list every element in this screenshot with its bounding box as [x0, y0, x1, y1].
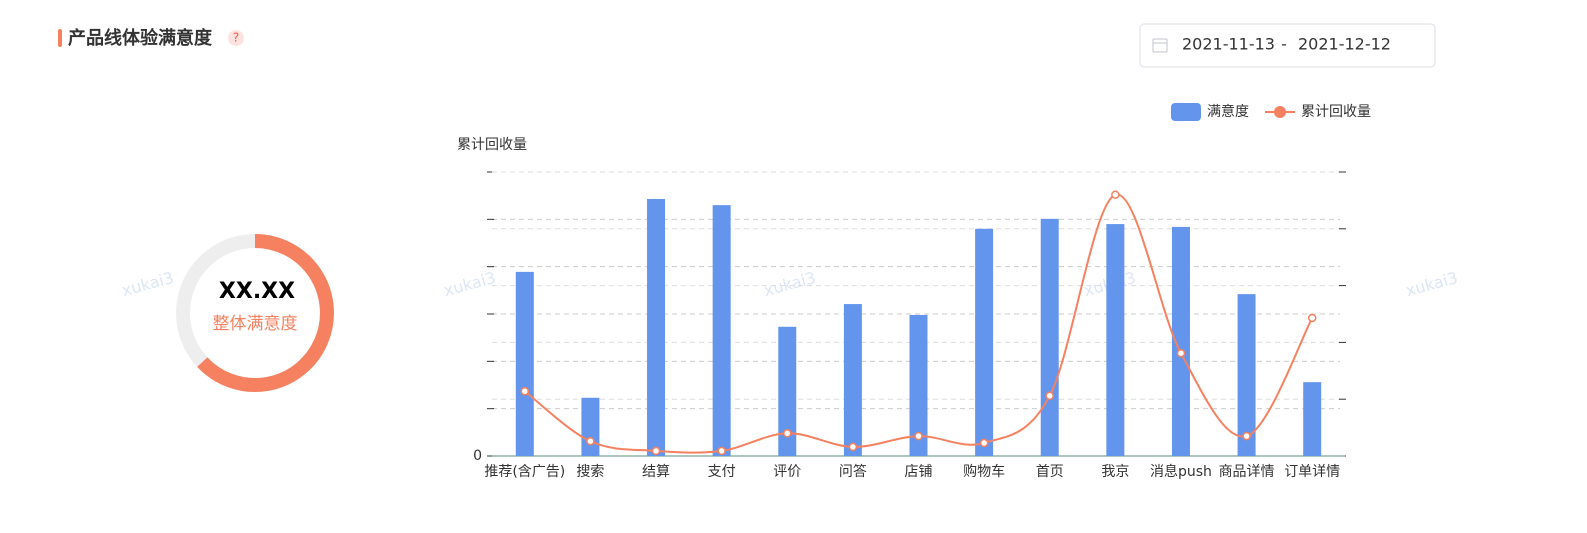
date-start[interactable]: 2021-11-13 — [1182, 35, 1275, 54]
x-tick-label: 订单详情 — [1284, 464, 1340, 480]
bar — [778, 326, 797, 456]
bar — [1106, 224, 1125, 456]
line-point — [717, 446, 726, 456]
bar — [647, 198, 666, 457]
line-point — [979, 438, 989, 448]
help-icon[interactable] — [228, 30, 244, 46]
line-point — [1176, 348, 1186, 358]
line-point — [914, 431, 923, 441]
x-tick-label: 评价 — [773, 464, 801, 480]
bar — [975, 228, 994, 456]
overall-value: XX.XX — [219, 279, 295, 304]
line-point — [1307, 313, 1317, 323]
legend-swatch — [1171, 103, 1201, 121]
bar — [581, 397, 600, 456]
legend-label: 满意度 — [1207, 103, 1249, 120]
line-point — [520, 386, 530, 396]
donut-arc — [197, 234, 334, 392]
y-tick-label: 0 — [473, 448, 482, 464]
overall-label: 整体满意度 — [213, 314, 298, 334]
x-tick-label: 商品详情 — [1219, 464, 1275, 480]
x-tick-label: 我京 — [1101, 464, 1129, 480]
x-tick-label: 支付 — [708, 464, 736, 480]
section-title: 产品线体验满意度 — [68, 27, 213, 49]
bar — [1040, 218, 1059, 456]
watermark: xukai3 — [1404, 268, 1460, 300]
watermark: xukai3 — [762, 268, 818, 300]
bar — [909, 314, 928, 456]
line-point — [586, 436, 595, 446]
line — [524, 193, 1314, 454]
x-tick-label: 搜索 — [576, 463, 604, 480]
chart: 累计回收量 0推荐(含广告) 搜索 结算 支付 评价 问答 店铺 购物车 首页 我京 消息push 商… — [457, 103, 1371, 480]
title-accent — [58, 29, 62, 47]
line-point — [848, 442, 858, 452]
bar — [1303, 382, 1322, 456]
date-separator: - — [1281, 35, 1287, 54]
bar — [843, 304, 862, 456]
x-tick-label: 结算 — [642, 464, 670, 480]
x-tick-label: 购物车 — [963, 463, 1005, 480]
x-tick-label: 问答 — [839, 463, 867, 480]
calendar-icon — [1152, 38, 1168, 53]
bar — [712, 205, 731, 456]
watermark: xukai3 — [442, 268, 498, 300]
y-axis-title: 累计回收量 — [457, 137, 527, 153]
date-picker[interactable] — [1139, 23, 1436, 68]
x-tick-label: 首页 — [1036, 464, 1064, 480]
line-point — [783, 429, 792, 438]
watermark: xukai3 — [120, 268, 176, 300]
x-tick-label: 店铺 — [905, 464, 933, 480]
x-tick-label: 推荐(含广告) — [484, 464, 565, 480]
help-mark[interactable]: ? — [233, 31, 239, 45]
legend-swatch — [1274, 106, 1286, 118]
bar — [1171, 226, 1190, 456]
line-point — [1045, 391, 1054, 401]
x-tick-label: 消息push — [1150, 463, 1212, 480]
date-end[interactable]: 2021-12-12 — [1298, 35, 1391, 54]
bar — [515, 271, 534, 456]
legend-label: 累计回收量 — [1301, 104, 1371, 120]
line-point — [651, 446, 661, 456]
line-point — [1111, 190, 1120, 199]
line-point — [1242, 431, 1251, 441]
bar — [1237, 294, 1256, 456]
